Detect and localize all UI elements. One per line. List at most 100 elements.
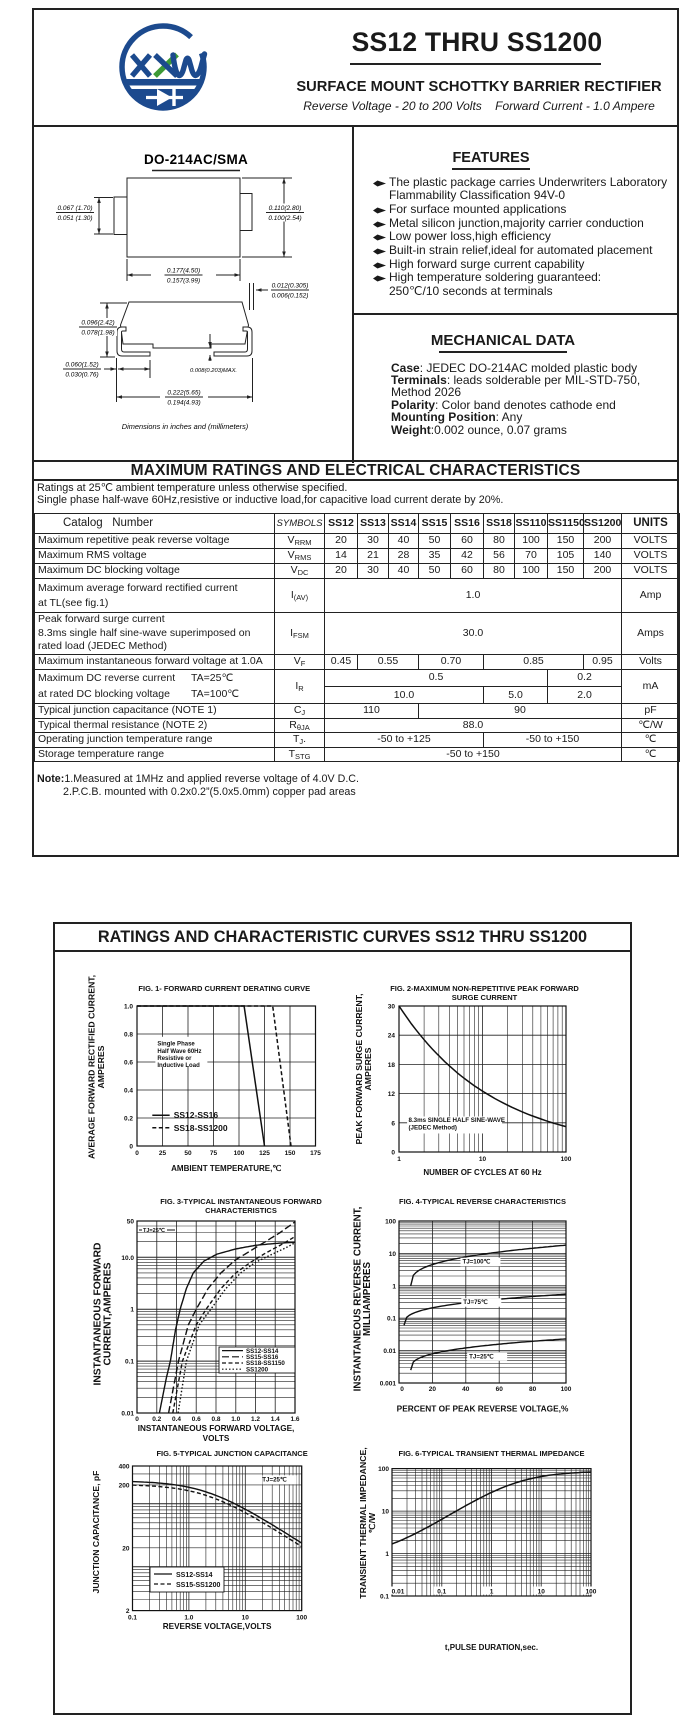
svg-text:CURRENT,AMPERES: CURRENT,AMPERES: [102, 1262, 113, 1365]
svg-text:10.0: 10.0: [121, 1255, 134, 1262]
svg-text:CHARACTERISTICS: CHARACTERISTICS: [205, 1206, 277, 1215]
svg-text:0.1: 0.1: [437, 1589, 446, 1596]
svg-text:SS18-SS1150: SS18-SS1150: [246, 1360, 285, 1367]
svg-text:0.012(0.305): 0.012(0.305): [272, 283, 309, 290]
svg-text:AVERAGE FORWARD RECTIFIED CURR: AVERAGE FORWARD RECTIFIED CURRENT,: [87, 975, 97, 1159]
svg-text:0.030(0.76): 0.030(0.76): [65, 372, 98, 379]
svg-text:0.4: 0.4: [124, 1088, 133, 1095]
svg-text:SS12-SS14: SS12-SS14: [246, 1348, 279, 1355]
svg-text:TJ=75℃: TJ=75℃: [463, 1299, 488, 1306]
svg-text:0.222(5.65): 0.222(5.65): [167, 390, 200, 397]
svg-text:FIG. 2-MAXIMUM NON-REPETITIVE: FIG. 2-MAXIMUM NON-REPETITIVE PEAK FORWA…: [390, 984, 579, 993]
svg-text:1.2: 1.2: [251, 1416, 260, 1423]
svg-text:25: 25: [159, 1150, 167, 1157]
svg-text:PERCENT OF PEAK REVERSE VOLTAG: PERCENT OF PEAK REVERSE VOLTAGE,%: [397, 1404, 569, 1414]
svg-text:t,PULSE DURATION,sec.: t,PULSE DURATION,sec.: [445, 1643, 538, 1652]
svg-text:1.4: 1.4: [271, 1416, 280, 1423]
svg-text:0.01: 0.01: [121, 1411, 134, 1418]
svg-text:100: 100: [234, 1150, 245, 1157]
svg-text:200: 200: [119, 1482, 130, 1489]
svg-text:18: 18: [388, 1062, 396, 1069]
svg-text:FIG. 3-TYPICAL INSTANTANEOUS F: FIG. 3-TYPICAL INSTANTANEOUS FORWARD: [160, 1197, 322, 1206]
svg-text:VOLTS: VOLTS: [203, 1434, 230, 1443]
svg-text:DO-214AC/SMA: DO-214AC/SMA: [144, 152, 248, 167]
svg-text:AMPERES: AMPERES: [363, 1047, 373, 1090]
svg-text:1.6: 1.6: [290, 1416, 299, 1423]
svg-text:100: 100: [296, 1615, 307, 1622]
svg-text:AMPERES: AMPERES: [96, 1045, 106, 1088]
svg-text:SS15-SS1200: SS15-SS1200: [176, 1582, 220, 1589]
svg-text:SS18-SS1200: SS18-SS1200: [174, 1123, 228, 1133]
svg-text:100: 100: [385, 1219, 396, 1226]
svg-text:0.1: 0.1: [380, 1594, 389, 1601]
svg-text:0.006(0.152): 0.006(0.152): [272, 293, 309, 300]
svg-text:℃/W: ℃/W: [367, 1512, 377, 1533]
svg-text:1: 1: [130, 1307, 134, 1314]
svg-text:100: 100: [561, 1156, 572, 1163]
svg-text:1: 1: [397, 1156, 401, 1163]
svg-text:SS12-SS16: SS12-SS16: [174, 1110, 219, 1120]
svg-text:100: 100: [561, 1386, 572, 1393]
svg-text:0.096(2.42): 0.096(2.42): [81, 320, 114, 327]
svg-text:Dimensions in inches and (mill: Dimensions in inches and (millimeters): [122, 422, 249, 431]
svg-text:INSTANTANEOUS FORWARD VOLTAGE,: INSTANTANEOUS FORWARD VOLTAGE,: [138, 1424, 295, 1433]
svg-text:0.6: 0.6: [192, 1416, 201, 1423]
svg-text:JUNCTION CAPACITANCE, pF: JUNCTION CAPACITANCE, pF: [91, 1471, 101, 1594]
svg-text:FIG. 1- FORWARD CURRENT DERATI: FIG. 1- FORWARD CURRENT DERATING CURVE: [138, 984, 310, 993]
svg-text:150: 150: [285, 1150, 296, 1157]
svg-text:TRANSIENT THERMAL IMPEDANCE,: TRANSIENT THERMAL IMPEDANCE,: [358, 1447, 368, 1598]
svg-text:SURGE CURRENT: SURGE CURRENT: [452, 993, 518, 1002]
svg-text:0: 0: [129, 1144, 133, 1151]
svg-text:10: 10: [242, 1615, 250, 1622]
svg-text:FIG. 5-TYPICAL JUNCTION CAPACI: FIG. 5-TYPICAL JUNCTION CAPACITANCE: [156, 1449, 307, 1458]
svg-text:0.194(4.93): 0.194(4.93): [167, 400, 200, 407]
svg-text:60: 60: [496, 1386, 504, 1393]
svg-text:INSTANTANEOUS REVERSE CURRENT,: INSTANTANEOUS REVERSE CURRENT,: [353, 1206, 364, 1391]
svg-text:20: 20: [122, 1545, 130, 1552]
svg-text:100: 100: [586, 1589, 597, 1596]
svg-text:10: 10: [538, 1589, 546, 1596]
svg-text:8.3ms SINGLE HALF SINE-WAVE: 8.3ms SINGLE HALF SINE-WAVE: [409, 1117, 506, 1124]
svg-text:Half Wave 60Hz: Half Wave 60Hz: [157, 1049, 201, 1055]
svg-text:1: 1: [392, 1283, 396, 1290]
svg-text:2: 2: [126, 1608, 130, 1615]
svg-text:12: 12: [388, 1091, 396, 1098]
svg-text:0: 0: [135, 1416, 139, 1423]
svg-text:0.1: 0.1: [128, 1615, 137, 1622]
svg-text:1.0: 1.0: [231, 1416, 240, 1423]
svg-text:0.110(2.80): 0.110(2.80): [269, 205, 302, 212]
svg-text:30: 30: [388, 1004, 396, 1011]
svg-text:0.4: 0.4: [172, 1416, 181, 1423]
svg-text:Single Phase: Single Phase: [157, 1042, 195, 1048]
svg-text:0.157(3.99): 0.157(3.99): [167, 278, 200, 285]
svg-text:TJ=25℃: TJ=25℃: [469, 1353, 494, 1360]
svg-text:0: 0: [391, 1150, 395, 1157]
svg-text:0.01: 0.01: [392, 1589, 405, 1596]
svg-text:400: 400: [119, 1464, 130, 1471]
svg-text:80: 80: [529, 1386, 537, 1393]
svg-text:1.0: 1.0: [184, 1615, 193, 1622]
svg-text:20: 20: [429, 1386, 437, 1393]
svg-text:0: 0: [135, 1150, 139, 1157]
svg-text:0.051 (1.30): 0.051 (1.30): [57, 215, 92, 222]
svg-text:SS1200: SS1200: [246, 1366, 269, 1373]
svg-text:AMBIENT TEMPERATURE,℃: AMBIENT TEMPERATURE,℃: [171, 1164, 281, 1173]
svg-text:175: 175: [310, 1150, 321, 1157]
svg-text:75: 75: [210, 1150, 218, 1157]
svg-text:50: 50: [184, 1150, 192, 1157]
svg-text:0.008(0.203)MAX.: 0.008(0.203)MAX.: [190, 368, 237, 374]
svg-text:10: 10: [389, 1251, 397, 1258]
svg-text:0.2: 0.2: [124, 1116, 133, 1123]
svg-text:PEAK FORWARD SURGE CURRENT,: PEAK FORWARD SURGE CURRENT,: [354, 994, 364, 1145]
svg-text:MILLIAMPERES: MILLIAMPERES: [362, 1262, 373, 1336]
svg-text:0.6: 0.6: [124, 1060, 133, 1067]
svg-text:0.1: 0.1: [125, 1359, 134, 1366]
svg-text:0.2: 0.2: [152, 1416, 161, 1423]
svg-text:REVERSE VOLTAGE,VOLTS: REVERSE VOLTAGE,VOLTS: [163, 1622, 272, 1631]
svg-text:125: 125: [259, 1150, 270, 1157]
svg-text:INSTANTANEOUS FORWARD: INSTANTANEOUS FORWARD: [92, 1242, 103, 1385]
svg-text:100: 100: [378, 1466, 389, 1473]
svg-text:0.8: 0.8: [211, 1416, 220, 1423]
svg-text:0.067 (1.70): 0.067 (1.70): [57, 205, 92, 212]
svg-text:0.078(1.98): 0.078(1.98): [81, 330, 114, 337]
